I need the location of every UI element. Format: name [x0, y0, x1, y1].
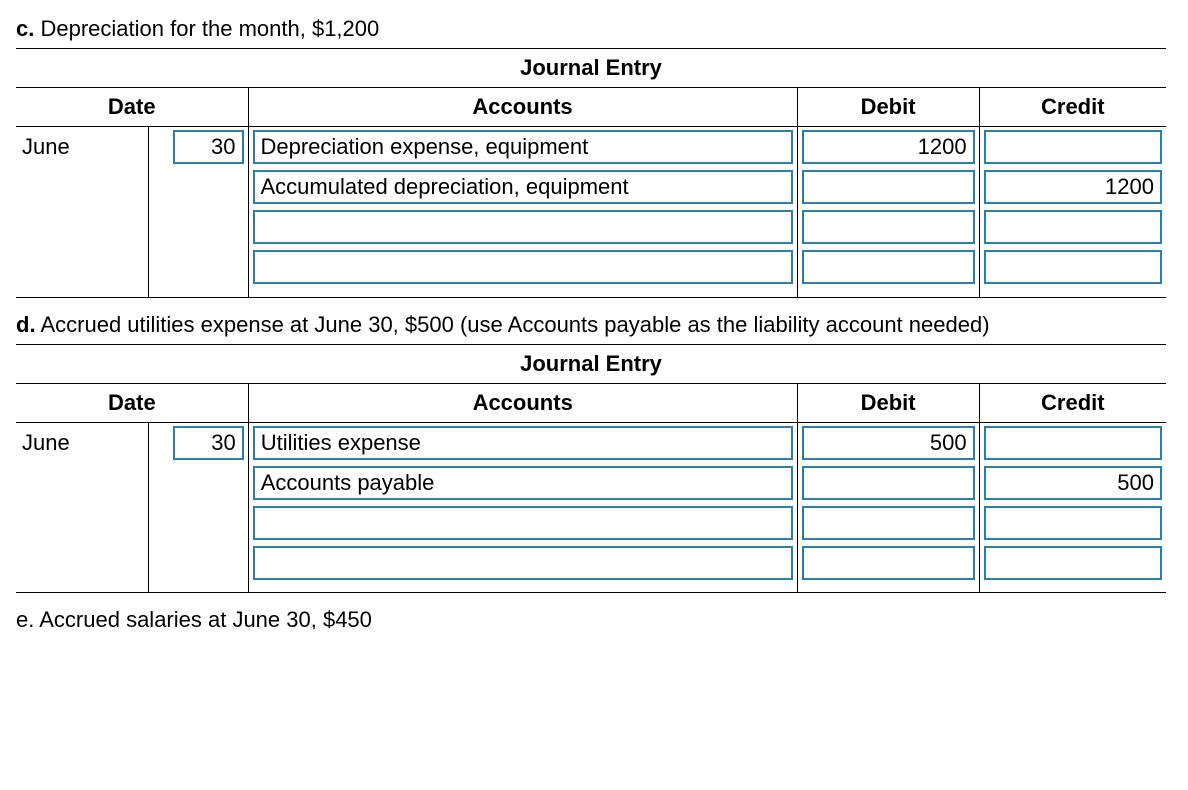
day-input[interactable]: 30 [173, 426, 243, 460]
table-row [16, 503, 1166, 543]
account-input[interactable] [253, 546, 793, 580]
table-row [16, 543, 1166, 583]
debit-input[interactable]: 500 [802, 426, 975, 460]
je-d-header-debit: Debit [797, 383, 979, 422]
account-input[interactable] [253, 506, 793, 540]
table-row [16, 247, 1166, 287]
problem-c-label: c. Depreciation for the month, $1,200 [16, 16, 1172, 42]
table-row: Accounts payable 500 [16, 463, 1166, 503]
table-row: Accumulated depreciation, equipment 1200 [16, 167, 1166, 207]
debit-input[interactable]: 1200 [802, 130, 975, 164]
credit-input[interactable] [984, 130, 1162, 164]
debit-input[interactable] [802, 506, 975, 540]
problem-d-label: d. Accrued utilities expense at June 30,… [16, 312, 1172, 338]
account-input[interactable]: Accumulated depreciation, equipment [253, 170, 793, 204]
credit-input[interactable]: 500 [984, 466, 1162, 500]
debit-input[interactable] [802, 210, 975, 244]
je-c-title: Journal Entry [16, 49, 1166, 88]
je-d-header-date: Date [16, 383, 248, 422]
credit-input[interactable] [984, 250, 1162, 284]
account-input[interactable] [253, 250, 793, 284]
debit-input[interactable] [802, 466, 975, 500]
je-d-header-accounts: Accounts [248, 383, 797, 422]
partial-next-problem: e. Accrued salaries at June 30, $450 [16, 607, 1172, 629]
debit-input[interactable] [802, 170, 975, 204]
day-input[interactable]: 30 [173, 130, 243, 164]
problem-d-letter: d. [16, 312, 36, 337]
debit-input[interactable] [802, 546, 975, 580]
account-input[interactable] [253, 210, 793, 244]
credit-input[interactable] [984, 546, 1162, 580]
credit-input[interactable] [984, 506, 1162, 540]
je-d-title: Journal Entry [16, 344, 1166, 383]
je-c-month: June [16, 134, 148, 160]
je-c-header-credit: Credit [979, 88, 1166, 127]
account-input[interactable]: Accounts payable [253, 466, 793, 500]
je-c-header-date: Date [16, 88, 248, 127]
credit-input[interactable] [984, 210, 1162, 244]
debit-input[interactable] [802, 250, 975, 284]
account-input[interactable]: Depreciation expense, equipment [253, 130, 793, 164]
problem-c-letter: c. [16, 16, 34, 41]
je-c-header-accounts: Accounts [248, 88, 797, 127]
je-c-header-debit: Debit [797, 88, 979, 127]
problem-d-text: Accrued utilities expense at June 30, $5… [40, 312, 989, 337]
table-row: June 30 Utilities expense 500 [16, 422, 1166, 463]
table-row: June 30 Depreciation expense, equipment … [16, 127, 1166, 168]
credit-input[interactable] [984, 426, 1162, 460]
credit-input[interactable]: 1200 [984, 170, 1162, 204]
table-row [16, 207, 1166, 247]
journal-entry-table-c: Journal Entry Date Accounts Debit Credit… [16, 48, 1166, 298]
je-d-header-credit: Credit [979, 383, 1166, 422]
problem-c-text: Depreciation for the month, $1,200 [40, 16, 379, 41]
journal-entry-table-d: Journal Entry Date Accounts Debit Credit… [16, 344, 1166, 594]
je-d-month: June [16, 430, 148, 456]
account-input[interactable]: Utilities expense [253, 426, 793, 460]
